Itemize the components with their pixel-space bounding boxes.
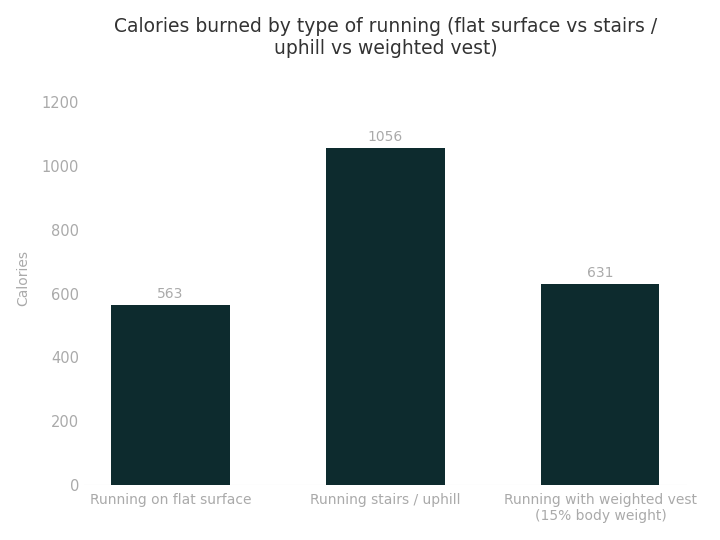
- Y-axis label: Calories: Calories: [17, 249, 31, 306]
- Bar: [541, 284, 660, 485]
- Bar: [326, 148, 444, 485]
- Title: Calories burned by type of running (flat surface vs stairs /
uphill vs weighted : Calories burned by type of running (flat…: [114, 17, 657, 58]
- Text: 631: 631: [587, 266, 613, 280]
- Bar: [112, 305, 230, 485]
- Text: 563: 563: [158, 287, 184, 301]
- Text: 1056: 1056: [368, 130, 403, 144]
